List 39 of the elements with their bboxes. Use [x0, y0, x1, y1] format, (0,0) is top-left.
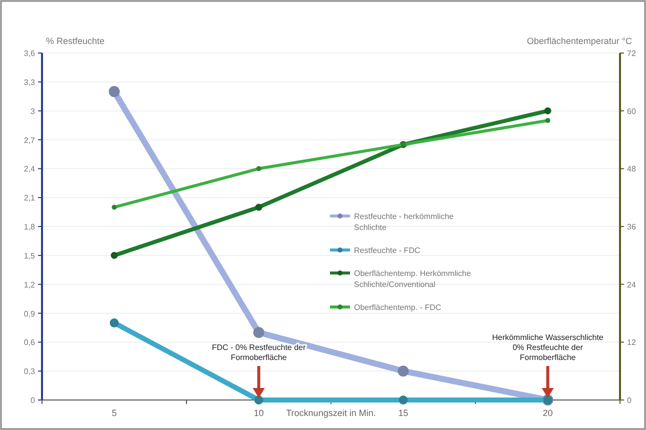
y-tick-label: 0,9 — [24, 309, 36, 318]
x-tick-label: 5 — [112, 408, 117, 418]
x-tick-label: 15 — [398, 408, 408, 418]
point — [544, 107, 552, 114]
y2-tick-label: 0 — [627, 396, 632, 405]
y2-tick-label: 48 — [627, 164, 636, 174]
legend-label: Restfeuchte - FDC — [354, 246, 420, 255]
y-tick-label: 3,3 — [24, 78, 36, 87]
y-tick-label: 0,6 — [24, 338, 36, 348]
annotation: Herkömmliche Wasserschlichte 0% Restfeuchte der Formoberfläche — [492, 333, 604, 362]
y2-tick-label: 12 — [627, 338, 636, 348]
y-tick-label: 1,2 — [24, 280, 36, 290]
legend-label: Oberflächentemp. Herkömmliche Schlichte/Conventional — [354, 269, 472, 289]
x-axis-title: Trocknungszeit in Min. — [286, 408, 376, 418]
y-tick-label: 0,3 — [24, 367, 36, 376]
point — [112, 204, 117, 210]
y-tick-label: 2,1 — [24, 194, 36, 203]
x-tick-label: 10 — [254, 408, 264, 418]
y-tick-label: 1,8 — [24, 222, 36, 232]
y-tick-label: 3,6 — [24, 49, 36, 58]
y-tick-label: 3 — [30, 106, 36, 116]
y2-axis-title: Oberflächentemperatur °C — [526, 36, 632, 46]
y2-tick-label: 24 — [627, 280, 636, 290]
y2-tick-label: 60 — [627, 106, 636, 116]
y-tick-label: 1,5 — [24, 251, 36, 260]
point — [545, 118, 550, 123]
annotation: FDC - 0% Restfeuchte der Formoberfläche — [212, 343, 306, 362]
y-tick-label: 0 — [30, 396, 36, 405]
y-tick-label: 2,7 — [24, 136, 36, 145]
y-tick-label: 2,4 — [24, 164, 36, 174]
point — [255, 204, 262, 211]
y-axis-title: % Restfeuchte — [46, 36, 105, 46]
point — [110, 252, 118, 259]
legend-label: Oberflächentemp. - FDC — [354, 303, 442, 312]
x-tick-label: 20 — [542, 408, 553, 418]
y2-tick-label: 36 — [627, 222, 636, 232]
legend-label: Restfeuchte - herkömmliche Schlichte — [354, 212, 454, 232]
y2-tick-label: 72 — [627, 49, 636, 58]
point — [256, 166, 262, 172]
